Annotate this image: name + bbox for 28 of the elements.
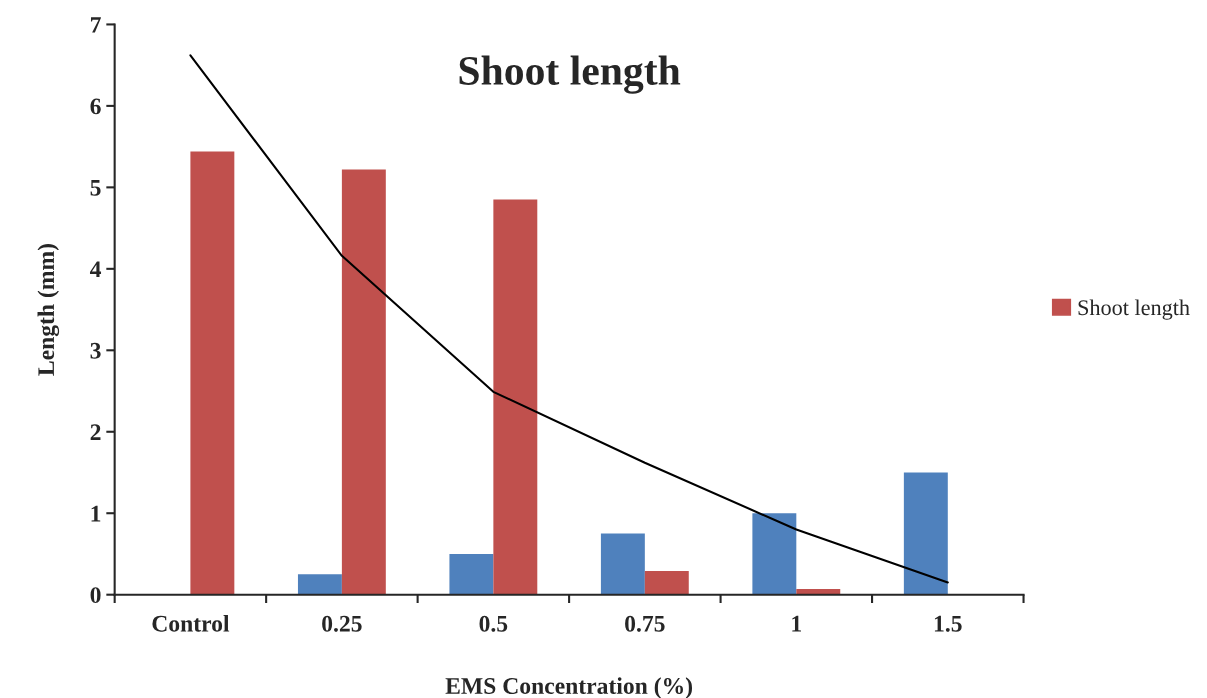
- legend-label: Shoot length: [1078, 299, 1190, 320]
- y-tick-label: 4: [89, 261, 102, 278]
- bar: [190, 151, 235, 595]
- x-tick-label: 1: [792, 615, 801, 632]
- y-tick-label: 6: [90, 98, 101, 115]
- x-tick-label: 0.25: [322, 615, 362, 632]
- bar: [903, 472, 948, 595]
- x-axis-title: EMS Concentration (%): [445, 677, 693, 698]
- bar: [644, 571, 689, 595]
- bar: [752, 513, 797, 595]
- y-axis-title: Length (mm): [37, 244, 60, 376]
- y-tick-label: 3: [90, 342, 101, 359]
- y-tick-label: 5: [90, 180, 101, 196]
- x-tick-label: 1.5: [934, 615, 962, 632]
- bar: [493, 199, 538, 595]
- text: Shoot length: [459, 55, 681, 94]
- y-tick-label: 1: [91, 505, 101, 522]
- x-tick-label: Control: [152, 615, 230, 632]
- y-tick-label: 7: [91, 17, 101, 33]
- y-tick-label: 0: [90, 587, 101, 604]
- line-series: [189, 54, 949, 584]
- x-tick-label: 0.75: [625, 615, 665, 632]
- bar: [297, 574, 342, 595]
- bar: [341, 169, 386, 595]
- x-tick-label: 0.5: [479, 615, 508, 632]
- bar: [600, 533, 645, 595]
- bar: [449, 553, 494, 595]
- y-tick-label: 2: [90, 424, 101, 440]
